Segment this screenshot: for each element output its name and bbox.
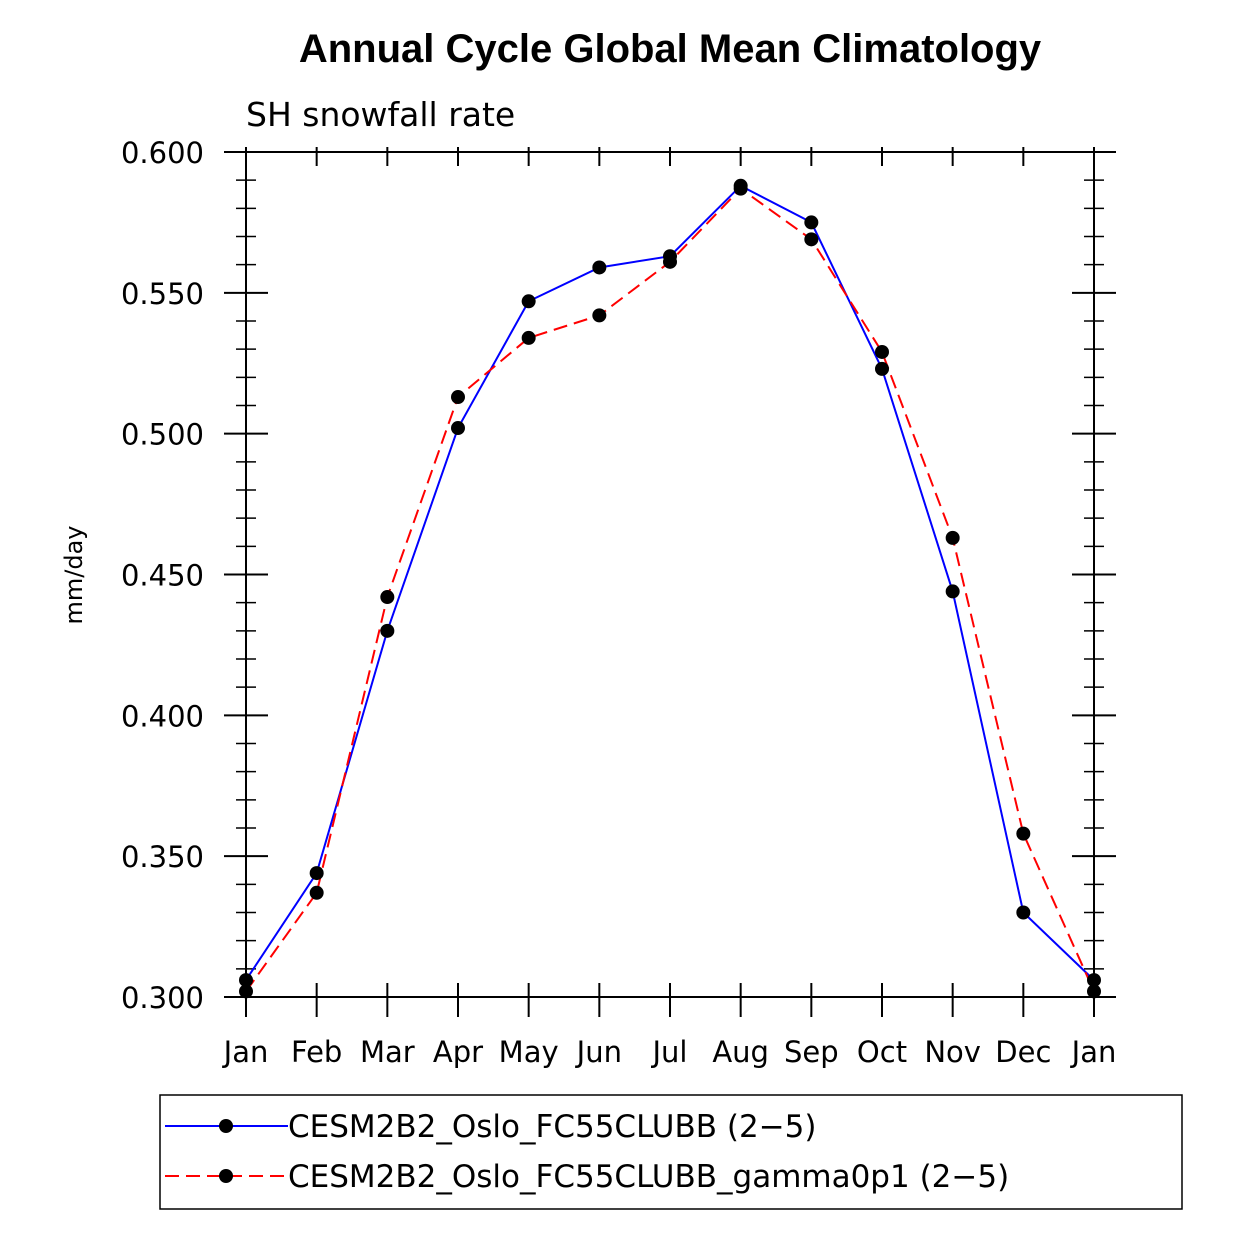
y-tick-label: 0.500 xyxy=(121,418,204,452)
legend-label-series-0: CESM2B2_Oslo_FC55CLUBB (2−5) xyxy=(288,1109,816,1145)
y-tick-label: 0.300 xyxy=(121,981,204,1015)
y-tick-label: 0.600 xyxy=(121,136,204,170)
data-markers xyxy=(239,178,1101,999)
x-tick-label: Oct xyxy=(857,1035,907,1069)
x-tick-label: Jun xyxy=(575,1035,622,1069)
data-point-series-0 xyxy=(804,215,819,230)
data-point-series-0 xyxy=(1016,905,1031,920)
data-point-series-1 xyxy=(945,530,960,545)
y-tick-label: 0.350 xyxy=(121,840,204,874)
x-tick-label: Jan xyxy=(1070,1035,1117,1069)
y-tick-labels: 0.300 0.350 0.400 0.450 0.500 0.550 0.600 xyxy=(121,136,204,1015)
data-point-series-1 xyxy=(1016,826,1031,841)
x-tick-label: Sep xyxy=(784,1035,839,1069)
data-point-series-0 xyxy=(1087,973,1101,988)
x-tick-label: Dec xyxy=(995,1035,1051,1069)
chart-subtitle: SH snowfall rate xyxy=(246,95,515,134)
data-point-series-0 xyxy=(521,294,536,309)
data-point-series-1 xyxy=(1087,984,1101,999)
x-tick-label: May xyxy=(499,1035,559,1069)
data-point-series-1 xyxy=(239,984,253,999)
x-tick-label: Apr xyxy=(433,1035,483,1069)
data-point-series-1 xyxy=(592,308,607,323)
x-tick-label: Feb xyxy=(291,1035,342,1069)
series-lines xyxy=(245,184,1095,992)
y-axis-label: mm/day xyxy=(60,526,88,625)
data-point-series-1 xyxy=(521,330,536,345)
x-tick-label: Jan xyxy=(222,1035,269,1069)
legend-marker-series-1 xyxy=(219,1169,233,1183)
legend-marker-series-0 xyxy=(219,1119,233,1133)
data-point-series-0 xyxy=(239,973,253,988)
x-tick-labels: Jan Feb Mar Apr May Jun Jul Aug Sep Oct Nov Dec Jan xyxy=(222,1035,1117,1069)
y-tick-label: 0.400 xyxy=(121,699,204,733)
data-point-series-0 xyxy=(309,866,324,881)
y-tick-label: 0.550 xyxy=(121,277,204,311)
data-point-series-0 xyxy=(380,623,395,638)
legend: CESM2B2_Oslo_FC55CLUBB (2−5) CESM2B2_Osl… xyxy=(159,1094,1183,1210)
chart-title: Annual Cycle Global Mean Climatology xyxy=(299,27,1042,71)
data-point-series-1 xyxy=(380,590,395,605)
data-point-series-1 xyxy=(875,344,889,359)
data-point-series-1 xyxy=(663,254,677,269)
axis-ticks xyxy=(224,147,1116,1017)
data-point-series-1 xyxy=(804,232,819,247)
data-point-series-0 xyxy=(875,361,889,376)
y-tick-label: 0.450 xyxy=(121,559,204,593)
data-point-series-0 xyxy=(451,421,465,436)
data-point-series-0 xyxy=(945,584,960,599)
x-tick-label: Aug xyxy=(712,1035,769,1069)
x-tick-label: Nov xyxy=(924,1035,981,1069)
legend-box xyxy=(159,1094,1183,1210)
legend-label-series-1: CESM2B2_Oslo_FC55CLUBB_gamma0p1 (2−5) xyxy=(288,1159,1009,1195)
series-line-0 xyxy=(245,184,1095,981)
data-point-series-1 xyxy=(451,390,465,405)
x-tick-label: Jul xyxy=(651,1035,688,1069)
series-line-1 xyxy=(245,187,1095,992)
data-point-series-1 xyxy=(733,181,748,196)
data-point-series-0 xyxy=(592,260,607,275)
data-point-series-1 xyxy=(309,885,324,900)
x-tick-label: Mar xyxy=(360,1035,415,1069)
plot-frame xyxy=(245,151,1095,998)
